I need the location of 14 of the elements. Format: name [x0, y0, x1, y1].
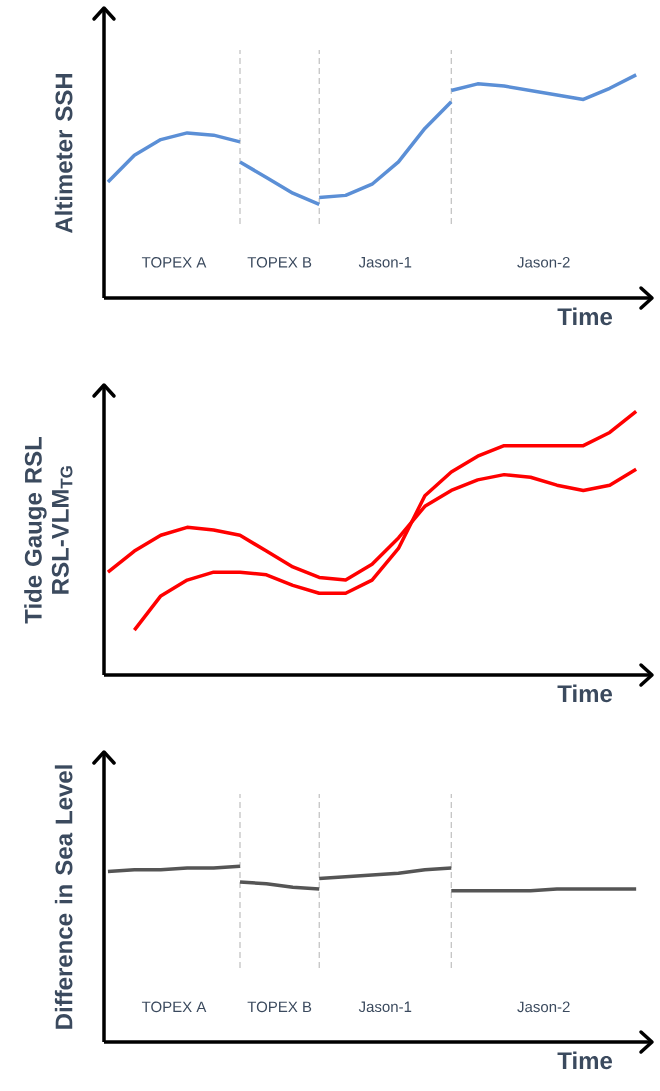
annotation: TOPEX B — [247, 1001, 312, 1013]
annotation: Jason-2 — [517, 1001, 570, 1013]
x-axis-title: Time — [557, 307, 613, 326]
annotation: TOPEX A — [141, 256, 207, 268]
annotation: TOPEX B — [247, 256, 312, 268]
annotation: Jason-2 — [517, 256, 570, 268]
x-axis-title: Time — [557, 1051, 613, 1070]
annotation: Jason-1 — [358, 1001, 412, 1013]
annotation: Jason-1 — [358, 257, 412, 268]
annotation: TOPEX A — [141, 1001, 207, 1013]
y-axis-title: Difference in Sea Level — [54, 765, 73, 1029]
x-axis-title: Time — [557, 684, 613, 703]
y-axis-title: Altimeter SSH — [54, 73, 73, 234]
y-axis-title: Tide Gauge RSL RSL-VLM$_{TG}$ — [24, 436, 73, 624]
